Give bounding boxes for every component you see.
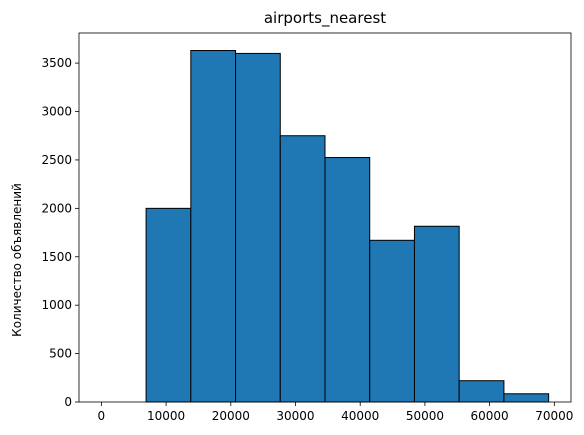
histogram-bar-2: [145, 207, 192, 403]
y-tick-label: 3500: [41, 56, 72, 70]
x-tick-label: 10000: [147, 409, 185, 423]
histogram-bar-9: [458, 380, 505, 403]
y-tick-label: 2500: [41, 153, 72, 167]
y-tick-label: 2000: [41, 201, 72, 215]
y-tick-label: 1000: [41, 298, 72, 312]
histogram-bar-10: [503, 393, 550, 403]
histogram-bar-3: [190, 50, 237, 403]
y-tick-label: 0: [64, 395, 72, 409]
y-axis-ticks: 0 500 1000 1500 2000 2500 3000 3500: [41, 56, 79, 409]
histogram-bar-7: [369, 239, 415, 403]
histogram-bar-8: [413, 225, 460, 403]
x-tick-label: 70000: [535, 409, 573, 423]
histogram-bar-4: [235, 52, 281, 403]
x-tick-label: 60000: [471, 409, 509, 423]
y-tick-label: 3000: [41, 105, 72, 119]
x-tick-label: 20000: [212, 409, 250, 423]
x-tick-label: 40000: [341, 409, 379, 423]
x-tick-label: 0: [98, 409, 106, 423]
x-tick-label: 30000: [276, 409, 314, 423]
x-tick-label: 50000: [406, 409, 444, 423]
y-tick-label: 1500: [41, 250, 72, 264]
y-axis-label: Количество объявлений: [10, 183, 24, 337]
x-axis-ticks: 0 10000 20000 30000 40000 50000 60000 70000: [98, 402, 573, 423]
chart-title: airports_nearest: [264, 9, 386, 28]
histogram-bar-6: [324, 157, 371, 403]
y-tick-label: 500: [49, 347, 72, 361]
plot-area: [145, 50, 550, 403]
axes-frame: [78, 32, 572, 403]
histogram-bar-5: [279, 135, 326, 403]
